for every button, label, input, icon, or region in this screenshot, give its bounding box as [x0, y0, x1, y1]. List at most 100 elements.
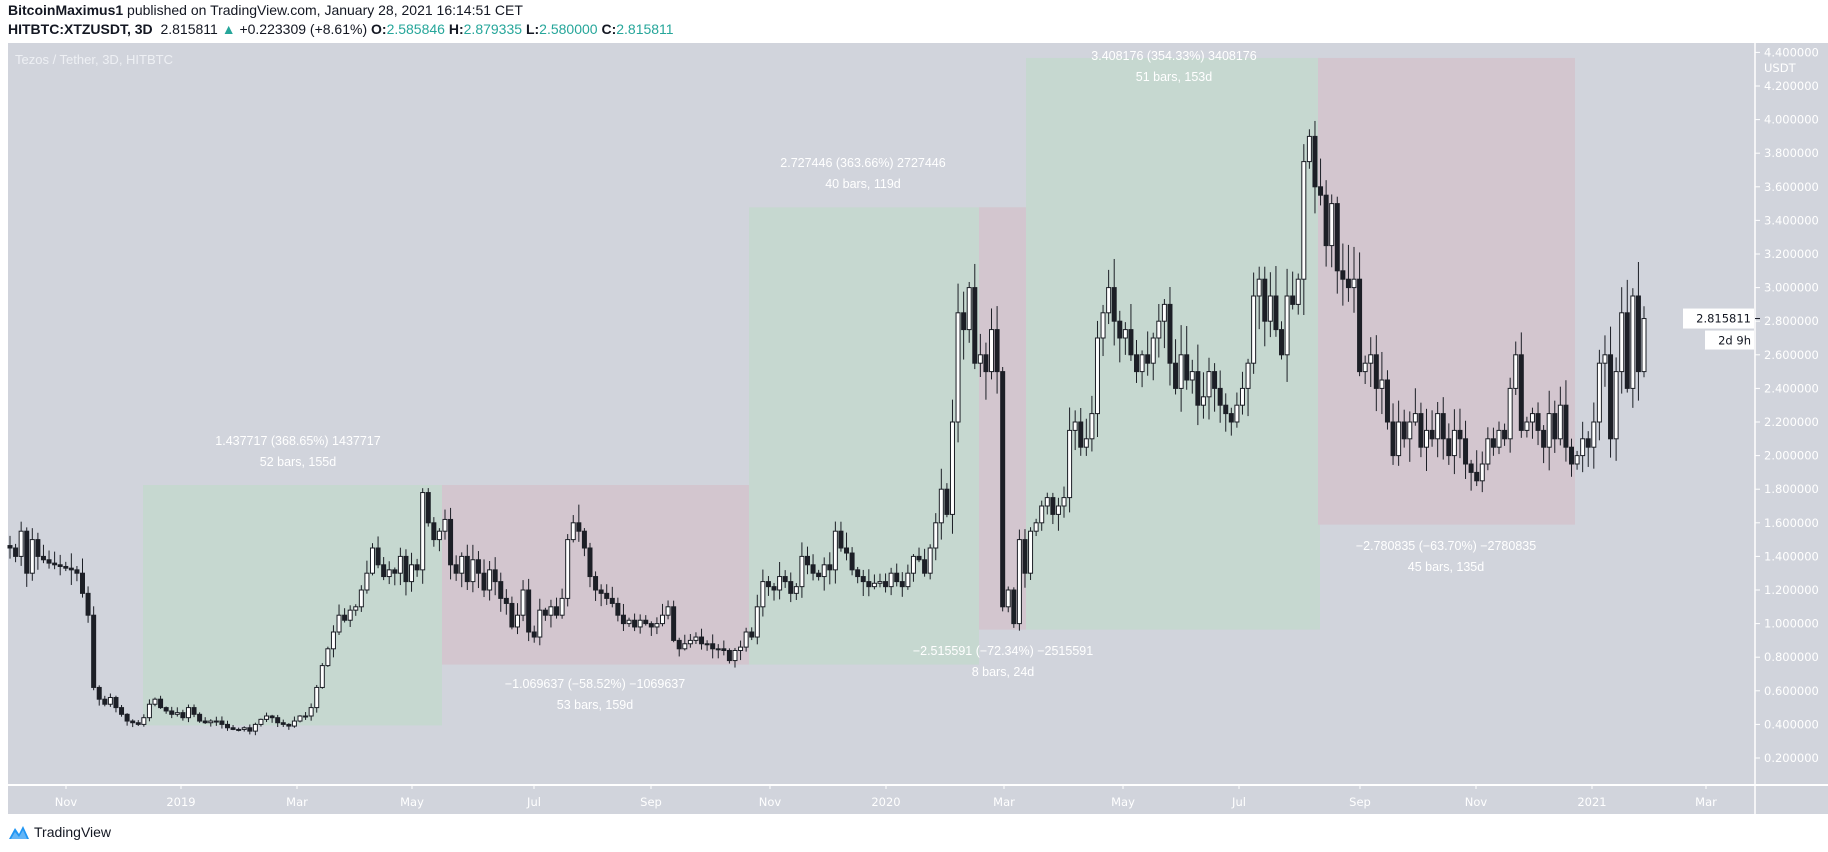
candle-body — [994, 329, 1000, 373]
candle — [74, 566, 80, 582]
candle — [135, 720, 141, 727]
candle — [537, 598, 543, 646]
candle — [738, 640, 744, 661]
measure-label-change: −2.780835 (−63.70%) −2780835 — [1356, 539, 1536, 553]
candle — [436, 528, 442, 552]
candle — [1178, 325, 1184, 412]
candle-body — [286, 723, 292, 727]
candle-body — [537, 609, 543, 638]
candle-body — [793, 586, 799, 594]
candle-body — [1585, 438, 1591, 448]
candle — [1463, 420, 1469, 479]
candle — [1624, 279, 1630, 393]
candle — [1468, 459, 1474, 491]
candle-body — [107, 697, 113, 705]
candle-body — [749, 631, 755, 638]
candle-body — [1496, 429, 1502, 448]
candle-body — [1022, 539, 1028, 574]
candle-body — [1178, 354, 1184, 389]
candle — [498, 572, 504, 612]
time-tick-label: Jul — [526, 795, 541, 809]
candle — [860, 569, 866, 597]
candle-body — [1619, 312, 1625, 373]
candle — [1552, 400, 1558, 453]
candle — [1295, 273, 1301, 315]
candle-body — [1524, 421, 1530, 431]
tradingview-logo[interactable]: TradingView — [8, 824, 111, 840]
candle — [514, 603, 520, 635]
candle — [425, 488, 431, 527]
price-tick-label: 3.200000 — [1764, 247, 1819, 261]
candle-body — [386, 569, 392, 578]
candle-body — [269, 715, 275, 719]
candle-body — [1273, 295, 1279, 331]
candle — [1608, 326, 1614, 458]
candle-body — [1195, 371, 1201, 406]
candle — [442, 509, 448, 540]
candle-body — [314, 686, 320, 709]
candle — [1418, 402, 1424, 458]
publish-text: published on TradingView.com, January 28… — [123, 2, 523, 18]
candle-body — [1384, 379, 1390, 423]
candle — [888, 567, 894, 596]
candle-body — [877, 581, 883, 584]
candle — [782, 570, 788, 588]
candle — [163, 706, 169, 714]
candle — [191, 704, 197, 718]
measure-box-gain — [143, 485, 442, 726]
candle — [866, 569, 872, 597]
price-tick-label: 3.800000 — [1764, 146, 1819, 160]
candle-body — [1418, 413, 1424, 448]
candle — [1206, 357, 1212, 420]
candle-body — [922, 559, 928, 574]
candle — [989, 308, 995, 380]
candle-body — [375, 547, 381, 566]
candle — [933, 513, 939, 561]
candle-body — [1089, 413, 1095, 440]
candle-body — [1039, 505, 1045, 524]
candle-body — [436, 530, 442, 541]
candle-body — [1005, 589, 1011, 608]
candle — [938, 468, 944, 540]
candle — [704, 640, 710, 651]
candle — [459, 552, 465, 588]
candle-body — [548, 606, 554, 616]
candle-body — [1134, 354, 1140, 373]
author-name[interactable]: BitcoinMaximus1 — [8, 2, 124, 18]
candle-body — [1529, 413, 1535, 423]
bar-countdown: 2d 9h — [1718, 334, 1751, 348]
candle-body — [319, 665, 325, 688]
candle-body — [1513, 354, 1519, 389]
candle — [18, 521, 24, 566]
candle-body — [743, 631, 749, 648]
candle-body — [799, 555, 805, 588]
candle — [1446, 423, 1452, 465]
candle-body — [1345, 278, 1351, 289]
candle-body — [1580, 438, 1586, 457]
candle-body — [1284, 295, 1290, 356]
candle — [1641, 306, 1647, 378]
candle — [687, 634, 693, 648]
candle — [581, 528, 587, 557]
price-change: +0.223309 (+8.61%) — [239, 21, 368, 37]
price-tick-label: 2.800000 — [1764, 314, 1819, 328]
candle — [130, 719, 136, 728]
candle — [565, 534, 571, 607]
candle-body — [24, 530, 30, 574]
candle-body — [1245, 362, 1251, 389]
candle-body — [481, 572, 487, 591]
price-tick-label: 3.000000 — [1764, 281, 1819, 295]
candle — [1016, 529, 1022, 631]
candle — [1217, 370, 1223, 423]
open-label: O: — [371, 21, 387, 37]
candle — [330, 625, 336, 658]
price-tick-label: 3.400000 — [1764, 213, 1819, 227]
candle-body — [1552, 413, 1558, 440]
candle — [264, 712, 270, 722]
candle-body — [1223, 404, 1229, 415]
candle-body — [202, 720, 208, 724]
candle — [1591, 402, 1597, 469]
candle-body — [1234, 404, 1240, 423]
candle-body — [1078, 421, 1084, 448]
